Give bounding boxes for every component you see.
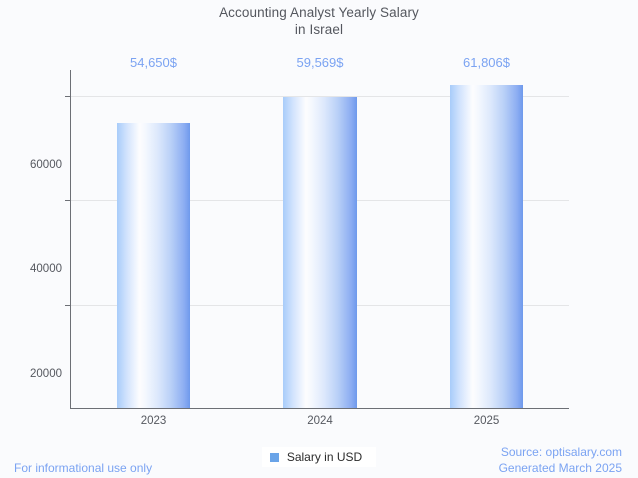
plot-area [65, 70, 569, 409]
legend-item-label: Salary in USD [286, 450, 363, 464]
x-axis-line [70, 408, 569, 409]
y-tick-mark-60000 [65, 96, 71, 97]
y-axis-labels: 60000 40000 20000 [0, 70, 62, 409]
data-label-2024: 59,569$ [296, 55, 344, 70]
footer-generated: Generated March 2025 [498, 461, 622, 475]
chart-title: Accounting Analyst Yearly Salary in Isra… [0, 4, 638, 38]
y-tick-label-40000: 40000 [30, 263, 62, 275]
legend-swatch-icon [269, 452, 279, 462]
x-tick-label-2024: 2024 [307, 415, 333, 427]
y-tick-mark-40000 [65, 200, 71, 201]
y-tick-label-60000: 60000 [30, 159, 62, 171]
y-tick-label-20000: 20000 [30, 368, 62, 380]
gridline-60000 [70, 96, 569, 97]
data-label-2025: 61,806$ [463, 55, 510, 70]
chart-title-line-2: in Israel [294, 22, 344, 37]
data-label-2023: 54,650$ [130, 55, 177, 70]
bar-2025[interactable] [450, 85, 523, 408]
y-tick-mark-20000 [65, 305, 71, 306]
y-axis-line [70, 70, 71, 409]
chart-title-line-1: Accounting Analyst Yearly Salary [219, 5, 419, 20]
footer-source-block: Source: optisalary.com Generated March 2… [499, 444, 622, 476]
legend-item-salary-in-usd[interactable]: Salary in USD [261, 447, 377, 467]
bar-2023[interactable] [117, 123, 190, 408]
chart-legend: Salary in USD [0, 447, 638, 467]
footer-disclaimer: For informational use only [14, 461, 153, 475]
footer-source: Source: optisalary.com [500, 445, 622, 459]
bar-2024[interactable] [283, 97, 357, 408]
x-tick-label-2025: 2025 [473, 415, 500, 427]
x-tick-label-2023: 2023 [140, 415, 167, 427]
